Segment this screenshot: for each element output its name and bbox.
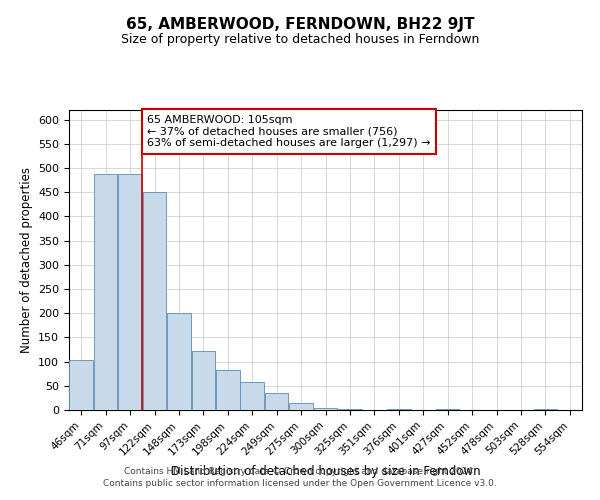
Bar: [118, 174, 142, 410]
Bar: [338, 408, 362, 410]
Text: Contains HM Land Registry data © Crown copyright and database right 2024.
Contai: Contains HM Land Registry data © Crown c…: [103, 466, 497, 487]
Bar: [314, 408, 337, 410]
Y-axis label: Number of detached properties: Number of detached properties: [20, 167, 32, 353]
Bar: [387, 408, 410, 410]
Bar: [533, 408, 557, 410]
Bar: [216, 370, 239, 410]
X-axis label: Distribution of detached houses by size in Ferndown: Distribution of detached houses by size …: [170, 465, 481, 478]
Bar: [289, 402, 313, 410]
Bar: [143, 192, 166, 410]
Bar: [191, 351, 215, 410]
Bar: [265, 393, 289, 410]
Text: 65 AMBERWOOD: 105sqm
← 37% of detached houses are smaller (756)
63% of semi-deta: 65 AMBERWOOD: 105sqm ← 37% of detached h…: [147, 115, 431, 148]
Bar: [167, 313, 191, 410]
Bar: [241, 382, 264, 410]
Bar: [436, 408, 460, 410]
Bar: [70, 360, 93, 410]
Bar: [94, 174, 118, 410]
Text: Size of property relative to detached houses in Ferndown: Size of property relative to detached ho…: [121, 32, 479, 46]
Text: 65, AMBERWOOD, FERNDOWN, BH22 9JT: 65, AMBERWOOD, FERNDOWN, BH22 9JT: [126, 18, 474, 32]
